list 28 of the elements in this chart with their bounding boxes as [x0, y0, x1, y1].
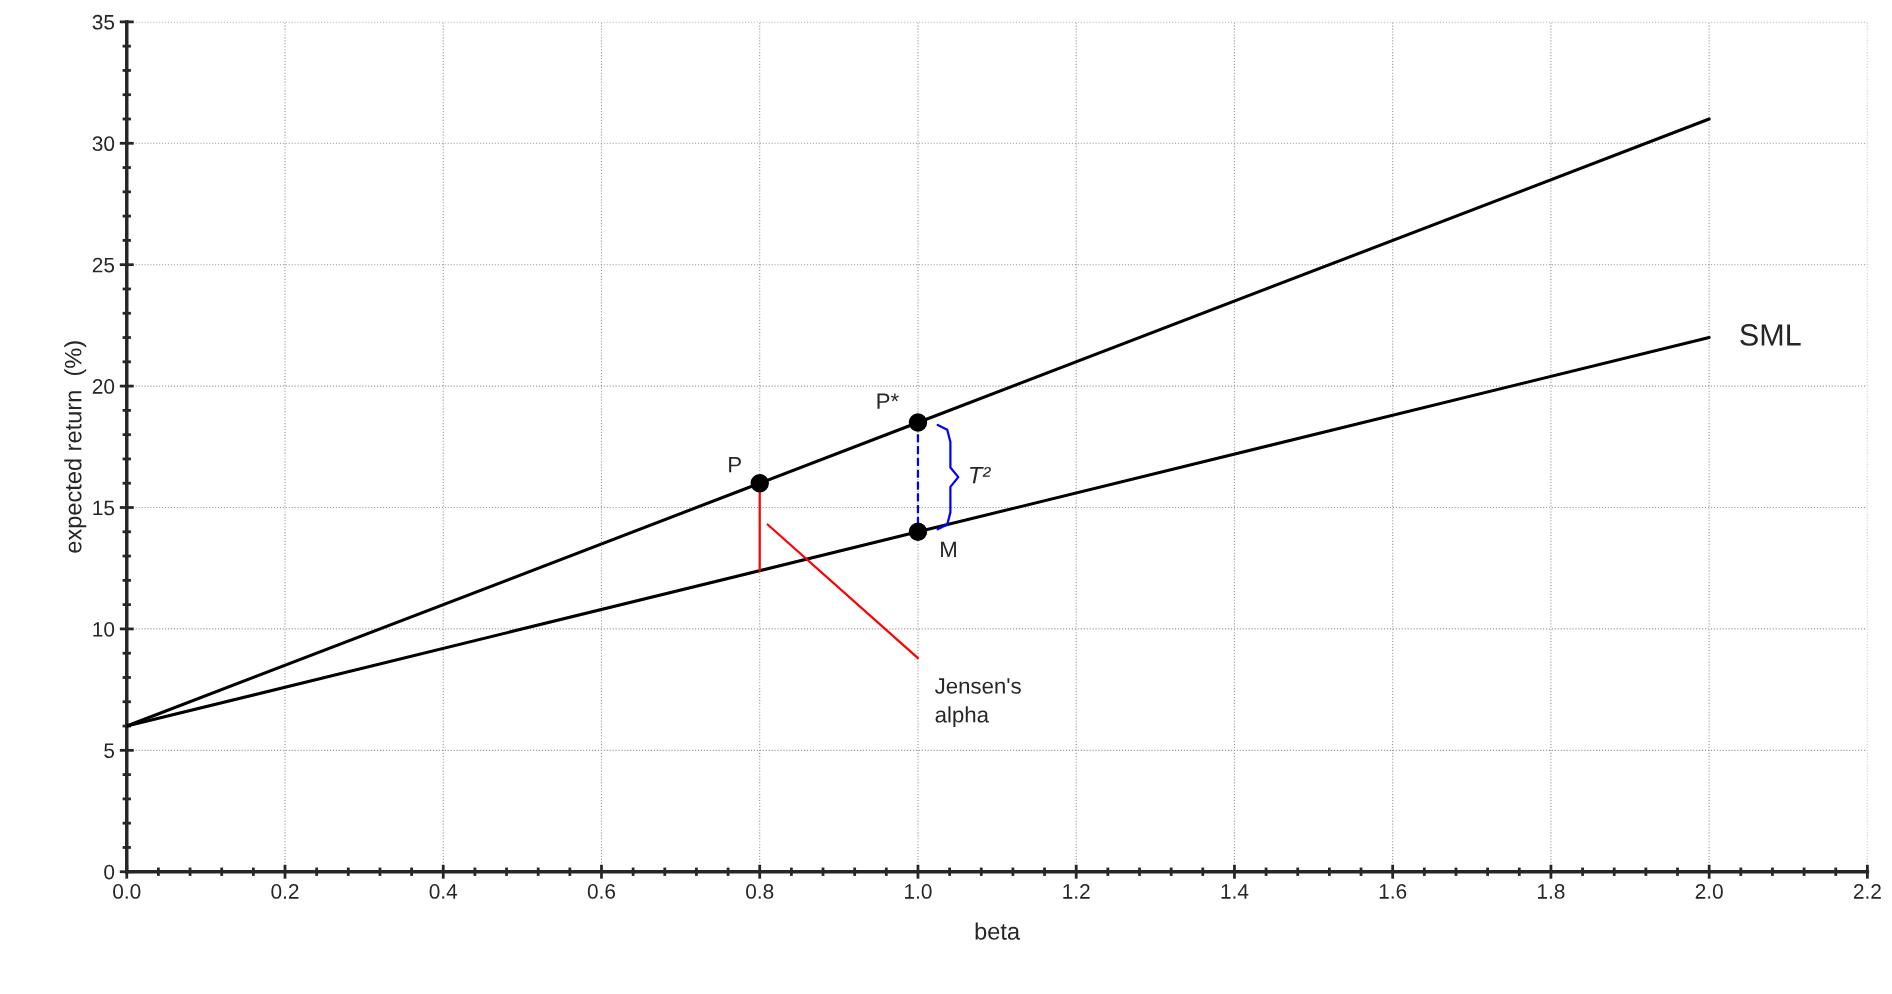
y-tick-label: 30: [92, 136, 115, 152]
x-tick-label: 0.2: [271, 884, 299, 899]
y-tick-label: 15: [93, 500, 115, 516]
x-tick-label: 1.6: [1379, 884, 1407, 899]
y-tick-label: 10: [93, 621, 115, 637]
annotation: P: [729, 457, 741, 473]
annotation: P*: [877, 393, 899, 409]
x-tick-label: 1.2: [1063, 884, 1090, 899]
annotation: T²: [970, 466, 991, 484]
annotation: Jensen's alpha: [934, 678, 1021, 727]
annotation: SML: [1740, 324, 1801, 346]
x-tick-label: 1.8: [1538, 884, 1565, 899]
y-axis-title: expected return (%): [64, 341, 87, 553]
x-tick-label: 2.2: [1853, 884, 1881, 899]
y-tick-label: 25: [92, 257, 115, 273]
x-tick-label: 1.0: [905, 884, 932, 899]
x-tick-label: 0.4: [429, 884, 458, 899]
y-tick-label: 20: [92, 379, 115, 394]
x-axis-title: beta: [975, 922, 1021, 940]
x-tick-label: 0.8: [746, 884, 774, 899]
x-tick-label: 0.6: [587, 884, 616, 899]
annotation: M: [941, 541, 956, 557]
x-tick-label: 1.4: [1221, 884, 1249, 899]
y-tick-label: 0: [104, 864, 115, 880]
y-tick-label: 35: [92, 14, 115, 30]
x-tick-label: 2.0: [1695, 884, 1723, 899]
y-tick-label: 5: [104, 743, 115, 759]
x-tick-label: 0.0: [113, 884, 141, 899]
